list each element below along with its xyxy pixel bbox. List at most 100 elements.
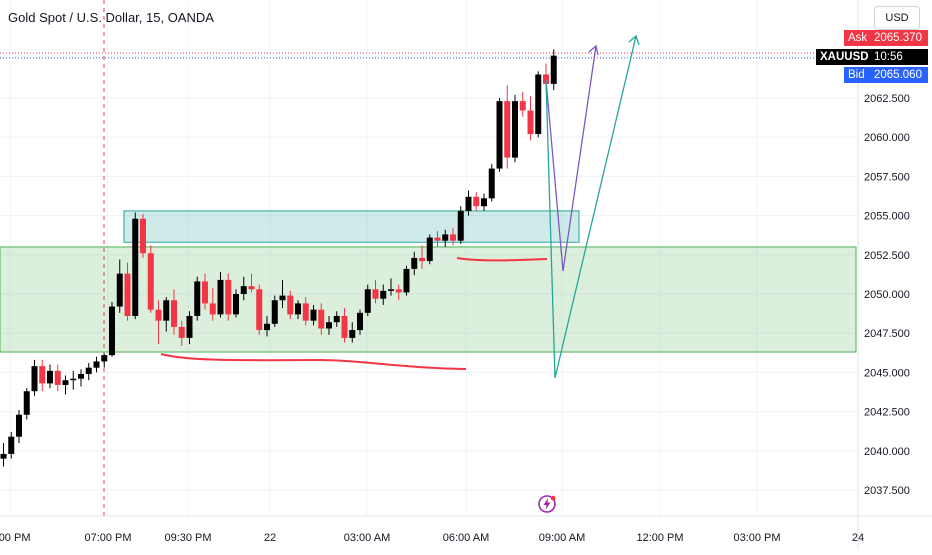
candle-body bbox=[163, 300, 170, 321]
candle-body bbox=[23, 391, 30, 415]
candle-body bbox=[481, 198, 487, 207]
candle-body bbox=[248, 286, 255, 290]
candle-body bbox=[333, 315, 340, 323]
candle-body bbox=[78, 373, 84, 379]
bid-label: Bid bbox=[844, 67, 870, 83]
candle-body bbox=[302, 303, 309, 321]
y-tick-label: 2045.000 bbox=[864, 367, 910, 379]
candle-body bbox=[426, 237, 433, 262]
candle-body bbox=[54, 370, 61, 385]
projection-path-green bbox=[545, 35, 637, 379]
candle-body bbox=[442, 234, 449, 241]
currency-button[interactable]: USD bbox=[874, 6, 920, 30]
x-tick-label: 0:00 PM bbox=[0, 532, 30, 544]
candle-body bbox=[101, 355, 108, 362]
candle-body bbox=[287, 295, 294, 315]
x-tick-label: 22 bbox=[264, 532, 276, 544]
x-tick-label: 07:00 PM bbox=[84, 532, 131, 544]
candle-body bbox=[240, 286, 247, 294]
candle-body bbox=[279, 295, 286, 301]
candle-body bbox=[380, 290, 387, 299]
y-tick-label: 2037.500 bbox=[864, 485, 910, 497]
x-tick-label: 09:30 PM bbox=[164, 532, 211, 544]
candle-body bbox=[256, 289, 263, 331]
candle-body bbox=[116, 273, 123, 307]
candle-body bbox=[457, 210, 464, 241]
y-tick-label: 2040.000 bbox=[864, 446, 910, 458]
candle-body bbox=[171, 300, 177, 327]
candle-body bbox=[519, 101, 526, 111]
candle-body bbox=[8, 436, 15, 454]
candle-body bbox=[225, 279, 232, 315]
candle-body bbox=[147, 253, 154, 310]
candle-body bbox=[388, 289, 394, 291]
candle-body bbox=[178, 326, 185, 338]
x-tick-label: 03:00 AM bbox=[344, 532, 390, 544]
candle-body bbox=[496, 101, 503, 169]
candle-body bbox=[47, 370, 53, 384]
candle-body bbox=[155, 309, 162, 321]
candle-body bbox=[550, 55, 557, 84]
y-tick-label: 2042.500 bbox=[864, 407, 910, 419]
candle-body bbox=[264, 323, 270, 331]
candle-body bbox=[93, 361, 100, 368]
drawings bbox=[160, 34, 640, 379]
candle-body bbox=[16, 414, 22, 437]
y-tick-label: 2057.500 bbox=[864, 171, 910, 183]
candle-body bbox=[341, 315, 348, 338]
candle-body bbox=[465, 196, 472, 211]
candle-body bbox=[39, 366, 46, 384]
candle-body bbox=[411, 257, 418, 269]
ask-label: Ask bbox=[844, 30, 870, 46]
candle-body bbox=[326, 322, 332, 329]
x-tick-label: 03:00 PM bbox=[733, 532, 780, 544]
candle-body bbox=[349, 330, 356, 338]
projection-arrow-green bbox=[628, 34, 640, 46]
candle-body bbox=[512, 101, 518, 158]
candle-body bbox=[357, 312, 363, 331]
candle-body bbox=[434, 237, 441, 241]
candle-body bbox=[0, 453, 7, 459]
candle-body bbox=[132, 218, 139, 316]
candle-body bbox=[395, 289, 402, 293]
candle-body bbox=[186, 315, 193, 338]
y-tick-label: 2047.500 bbox=[864, 328, 910, 340]
candle-body bbox=[403, 268, 410, 293]
candle-body bbox=[202, 281, 208, 304]
candle-body bbox=[419, 257, 425, 262]
y-tick-label: 2060.000 bbox=[864, 132, 910, 144]
projection-path-purple bbox=[545, 45, 597, 272]
supply-zone bbox=[123, 210, 580, 243]
y-tick-label: 2062.500 bbox=[864, 93, 910, 105]
candle-body bbox=[85, 367, 92, 374]
candle-body bbox=[31, 366, 38, 392]
candle-body bbox=[140, 218, 146, 254]
projection-arrow-purple bbox=[588, 44, 599, 56]
candle-body bbox=[488, 168, 495, 199]
y-tick-label: 2050.000 bbox=[864, 289, 910, 301]
flash-icon[interactable] bbox=[537, 494, 557, 514]
candle-body bbox=[543, 74, 549, 84]
candle-body bbox=[70, 378, 77, 381]
candle-body bbox=[109, 306, 115, 356]
candles bbox=[0, 49, 557, 467]
zones bbox=[0, 210, 857, 353]
candle-body bbox=[62, 380, 69, 385]
y-tick-label: 2052.500 bbox=[864, 250, 910, 262]
demand-zone bbox=[0, 246, 857, 353]
candle-body bbox=[372, 289, 379, 299]
candle-body bbox=[450, 234, 456, 241]
symbol-title[interactable]: Gold Spot / U.S. Dollar, 15, OANDA bbox=[8, 10, 214, 25]
candle-body bbox=[233, 294, 239, 315]
candle-body bbox=[295, 303, 301, 315]
candle-body bbox=[527, 110, 534, 135]
candle-body bbox=[271, 300, 278, 324]
candle-body bbox=[124, 273, 131, 316]
ask-price: 2065.370 bbox=[870, 30, 928, 46]
y-tick-label: 2055.000 bbox=[864, 211, 910, 223]
candle-body bbox=[364, 289, 371, 313]
x-tick-label: 09:00 AM bbox=[539, 532, 585, 544]
